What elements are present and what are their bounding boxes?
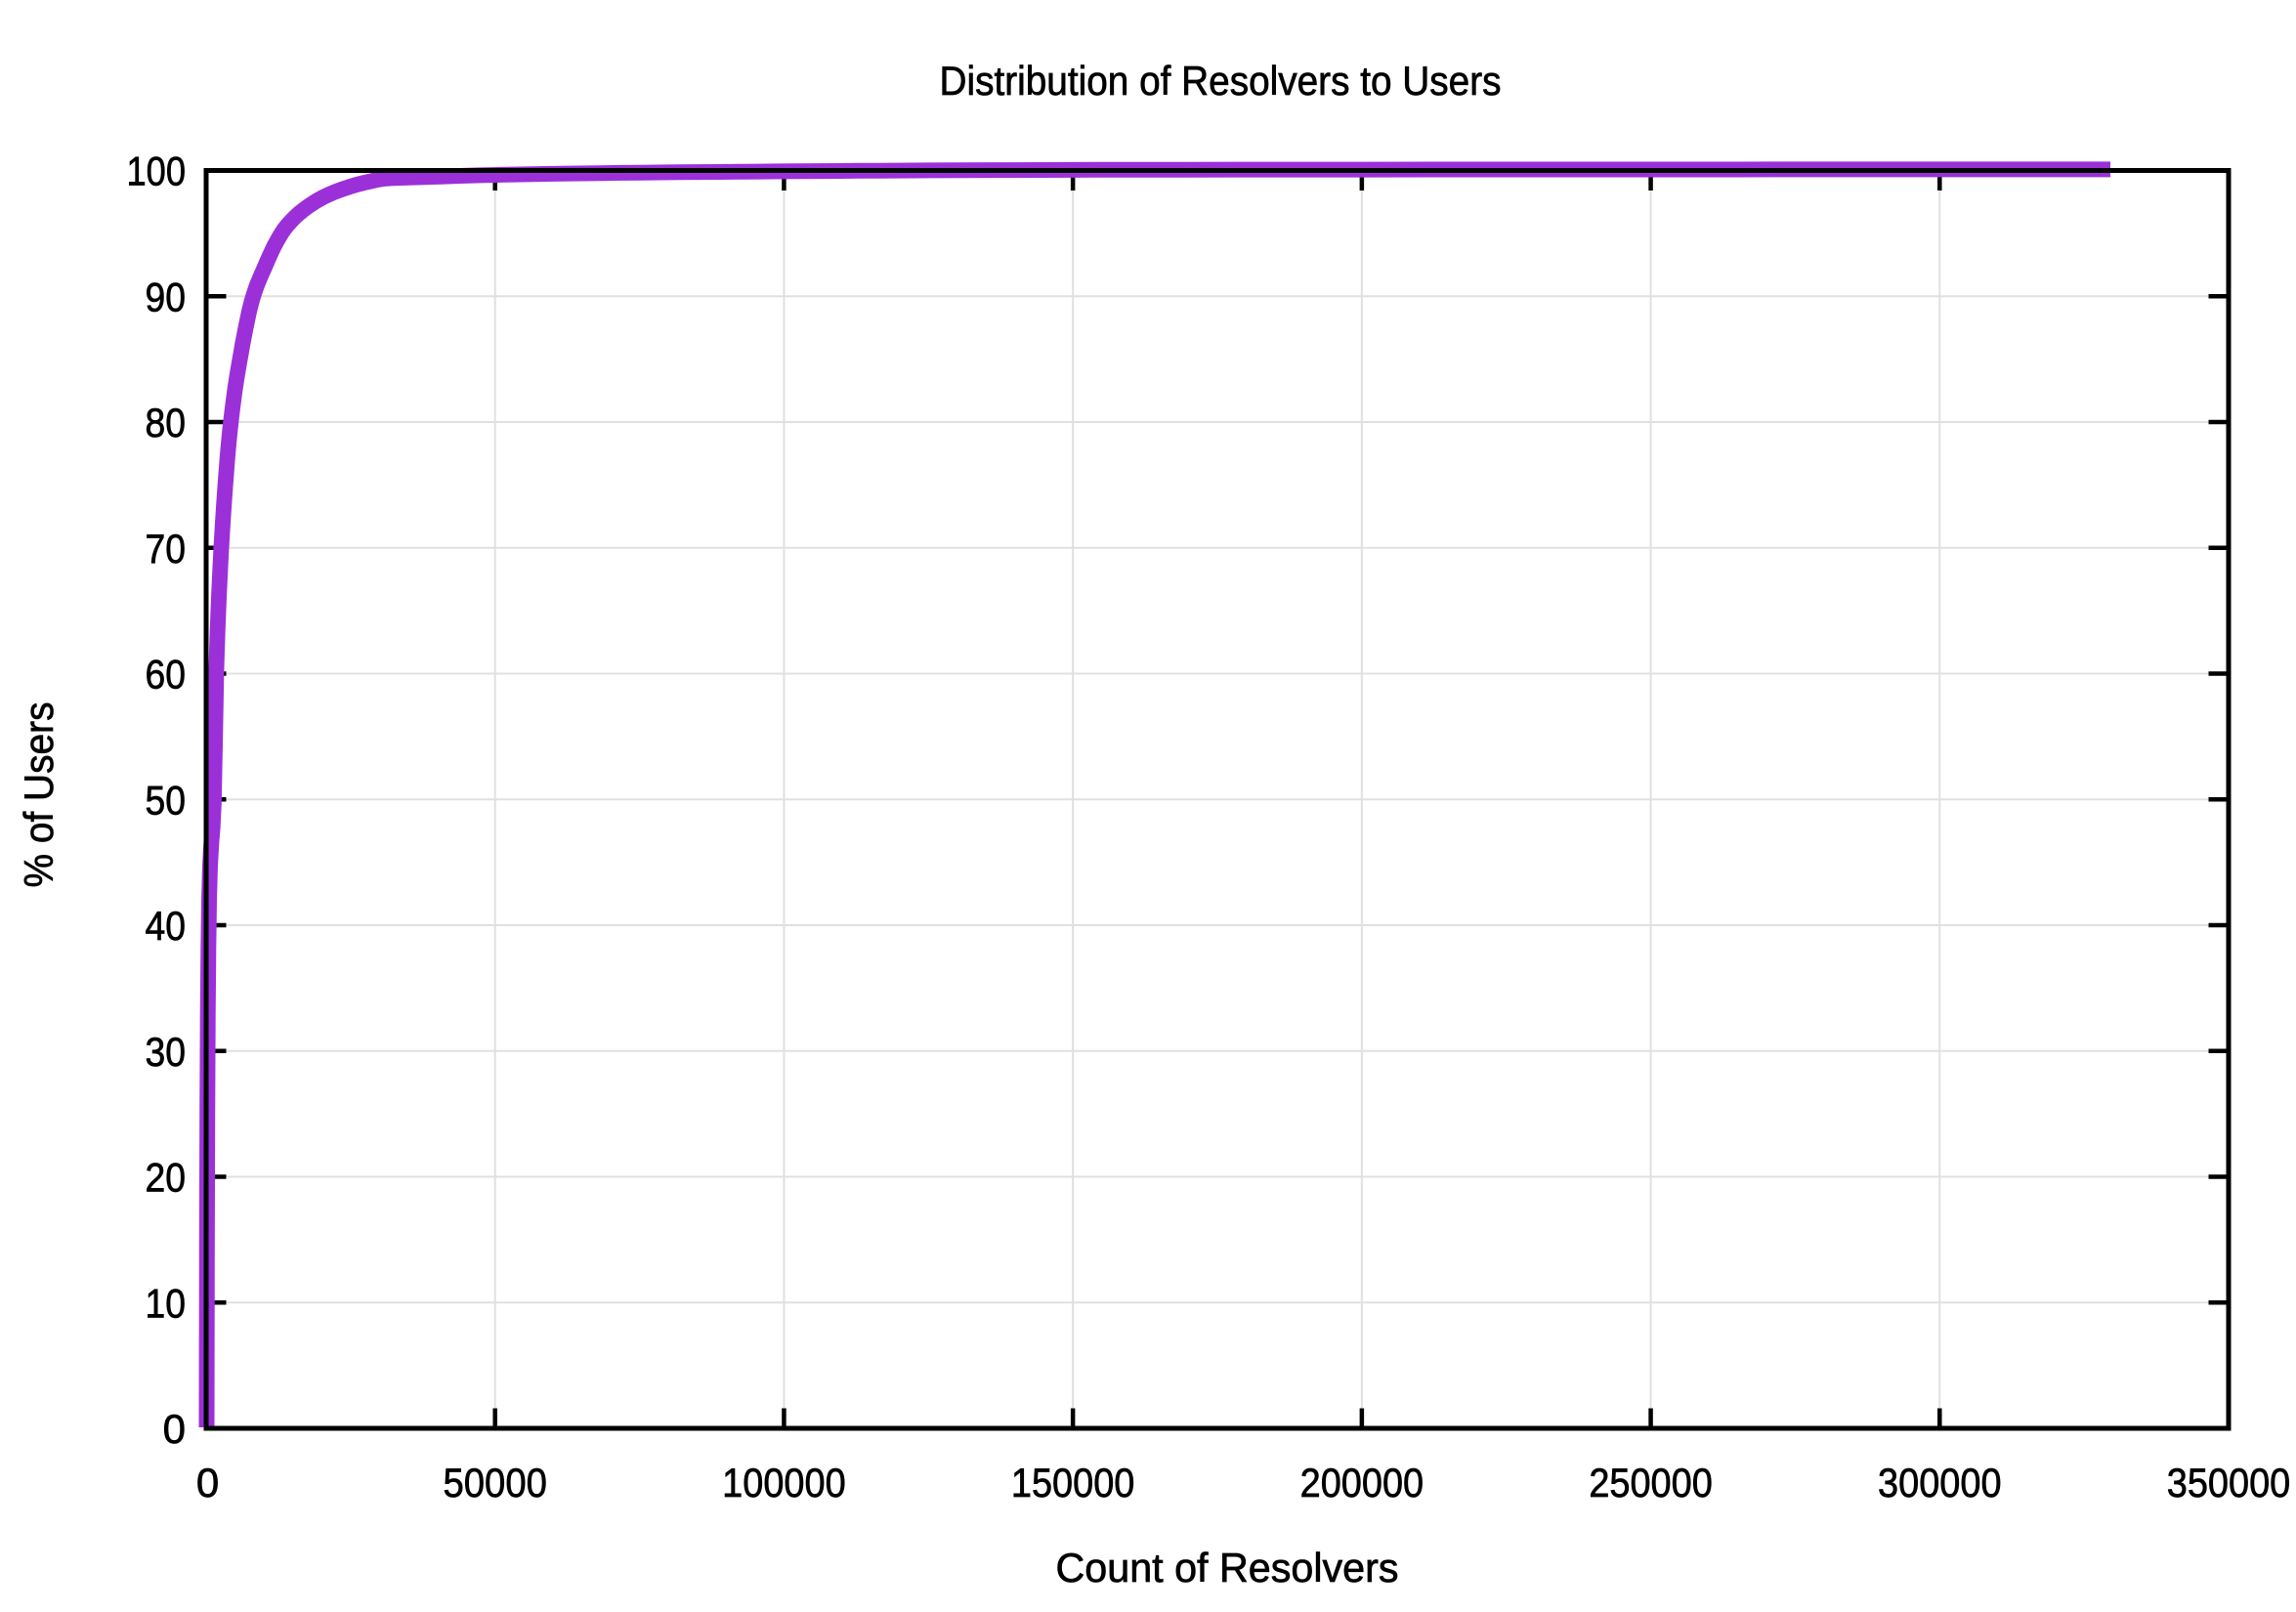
svg-text:20: 20 (146, 1155, 187, 1201)
svg-text:0: 0 (196, 1460, 219, 1506)
svg-text:50: 50 (146, 777, 187, 823)
svg-text:100: 100 (127, 148, 187, 194)
svg-text:70: 70 (146, 526, 187, 572)
svg-text:300000: 300000 (1878, 1460, 2002, 1506)
svg-text:350000: 350000 (2167, 1460, 2291, 1506)
svg-text:90: 90 (146, 274, 187, 319)
svg-text:100000: 100000 (722, 1460, 846, 1506)
svg-text:50000: 50000 (443, 1460, 547, 1506)
svg-text:200000: 200000 (1300, 1460, 1424, 1506)
svg-text:80: 80 (146, 400, 187, 445)
svg-text:150000: 150000 (1011, 1460, 1135, 1506)
svg-text:Count of Resolvers: Count of Resolvers (1056, 1545, 1399, 1591)
svg-text:250000: 250000 (1589, 1460, 1713, 1506)
svg-text:Distribution of Resolvers to U: Distribution of Resolvers to Users (940, 58, 1502, 104)
svg-text:40: 40 (146, 903, 187, 949)
svg-text:0: 0 (163, 1406, 186, 1452)
svg-text:60: 60 (146, 652, 187, 698)
svg-text:% of Users: % of Users (16, 702, 62, 888)
svg-text:10: 10 (146, 1280, 187, 1326)
svg-text:30: 30 (146, 1029, 187, 1075)
